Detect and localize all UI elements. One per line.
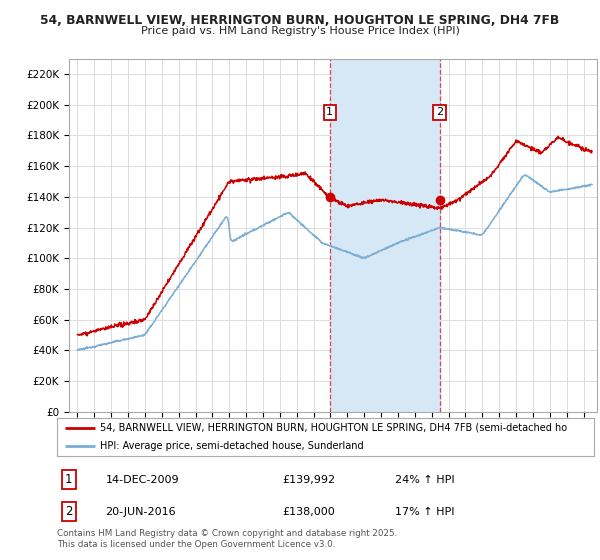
Text: £138,000: £138,000	[283, 507, 335, 517]
Text: Contains HM Land Registry data © Crown copyright and database right 2025.
This d: Contains HM Land Registry data © Crown c…	[57, 529, 397, 549]
Text: 2: 2	[436, 108, 443, 118]
Text: Price paid vs. HM Land Registry's House Price Index (HPI): Price paid vs. HM Land Registry's House …	[140, 26, 460, 36]
Text: 24% ↑ HPI: 24% ↑ HPI	[395, 475, 455, 485]
Text: 1: 1	[65, 473, 73, 487]
Text: 54, BARNWELL VIEW, HERRINGTON BURN, HOUGHTON LE SPRING, DH4 7FB: 54, BARNWELL VIEW, HERRINGTON BURN, HOUG…	[40, 14, 560, 27]
Text: 20-JUN-2016: 20-JUN-2016	[106, 507, 176, 517]
Bar	[330, 59, 440, 412]
Text: 54, BARNWELL VIEW, HERRINGTON BURN, HOUGHTON LE SPRING, DH4 7FB (semi-detached h: 54, BARNWELL VIEW, HERRINGTON BURN, HOUG…	[100, 423, 567, 433]
Text: 1: 1	[326, 108, 333, 118]
Text: HPI: Average price, semi-detached house, Sunderland: HPI: Average price, semi-detached house,…	[100, 441, 364, 451]
Text: 14-DEC-2009: 14-DEC-2009	[106, 475, 179, 485]
Text: £139,992: £139,992	[283, 475, 335, 485]
Text: 2: 2	[65, 505, 73, 519]
Text: 17% ↑ HPI: 17% ↑ HPI	[395, 507, 455, 517]
